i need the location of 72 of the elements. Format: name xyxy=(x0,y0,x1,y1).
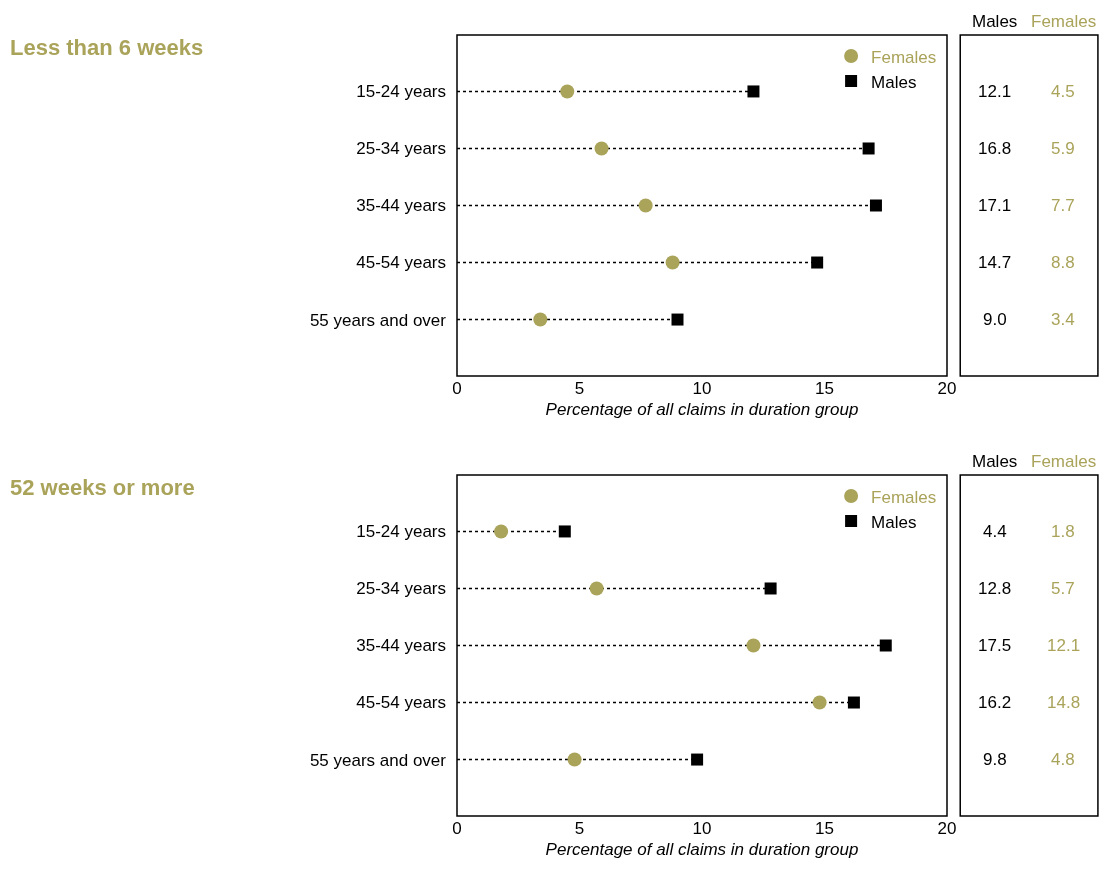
x-tick-label: 5 xyxy=(574,379,585,398)
text: Males xyxy=(972,12,1018,31)
legend-label: Males xyxy=(871,72,917,92)
x-tick-label: 5 xyxy=(574,819,585,838)
data-label: 14.8 xyxy=(1047,693,1081,712)
point xyxy=(638,198,653,213)
point xyxy=(812,695,827,710)
data-label: 3.4 xyxy=(1051,310,1075,329)
y-tick-label: 25-34 years xyxy=(356,139,446,159)
data-label: 14.7 xyxy=(978,253,1012,272)
data-label: 4.4 xyxy=(983,522,1007,541)
x-tick-label: 20 xyxy=(937,379,957,398)
legend-label: Males xyxy=(871,512,917,532)
data-label: 16.2 xyxy=(978,693,1012,712)
text: Females xyxy=(1031,12,1097,31)
y-tick-label: 45-54 years xyxy=(356,693,446,713)
point xyxy=(594,141,609,156)
y-tick-label: 35-44 years xyxy=(356,196,446,216)
text: Males xyxy=(972,452,1018,471)
data-label: 12.1 xyxy=(978,82,1012,101)
data-label: 9.8 xyxy=(983,750,1007,769)
point xyxy=(746,638,761,653)
data-label: 9.0 xyxy=(983,310,1007,329)
point xyxy=(589,581,604,596)
text: 52 weeks or more xyxy=(10,474,195,500)
y-tick-label: 15-24 years xyxy=(356,82,446,102)
data-label: 12.8 xyxy=(978,579,1012,598)
point xyxy=(691,753,704,766)
text: Females xyxy=(1031,452,1097,471)
data-label: 17.5 xyxy=(978,636,1012,655)
data-label: 4.8 xyxy=(1051,750,1075,769)
y-tick-label: 45-54 years xyxy=(356,253,446,273)
data-label: 5.9 xyxy=(1051,139,1075,158)
data-label: 4.5 xyxy=(1051,82,1075,101)
y-tick-label: 25-34 years xyxy=(356,579,446,599)
data-label: 7.7 xyxy=(1051,196,1075,215)
data-label: 5.7 xyxy=(1051,579,1075,598)
point xyxy=(811,256,824,269)
x-tick-label: 10 xyxy=(692,819,712,838)
text: Less than 6 weeks xyxy=(10,34,204,60)
point xyxy=(764,582,777,595)
data-label: 12.1 xyxy=(1047,636,1081,655)
x-tick-label: 20 xyxy=(937,819,957,838)
x-tick-label: 15 xyxy=(815,819,834,838)
point xyxy=(558,525,571,538)
point xyxy=(494,524,509,539)
legend-label: Females xyxy=(871,47,937,67)
x-tick-label: 15 xyxy=(815,379,834,398)
point xyxy=(567,752,582,767)
legend-label: Females xyxy=(871,487,937,507)
x-axis-title: Percentage of all claims in duration group xyxy=(545,840,859,860)
point xyxy=(862,142,875,155)
y-tick-label: 15-24 years xyxy=(356,522,446,542)
data-label: 16.8 xyxy=(978,139,1012,158)
y-tick-label: 35-44 years xyxy=(356,636,446,656)
point xyxy=(747,85,760,98)
y-tick-label: 55 years and over xyxy=(309,310,447,330)
x-tick-label: 0 xyxy=(452,819,462,838)
y-tick-label: 55 years and over xyxy=(309,750,447,770)
point xyxy=(879,639,892,652)
data-label: 8.8 xyxy=(1051,253,1075,272)
x-tick-label: 0 xyxy=(452,379,462,398)
point xyxy=(533,312,548,327)
point xyxy=(847,696,860,709)
point xyxy=(869,199,882,212)
data-label: 17.1 xyxy=(978,196,1012,215)
point xyxy=(671,313,684,326)
data-label: 1.8 xyxy=(1051,522,1075,541)
point xyxy=(560,84,575,99)
point xyxy=(665,255,680,270)
x-tick-label: 10 xyxy=(692,379,712,398)
x-axis-title: Percentage of all claims in duration group xyxy=(545,400,859,420)
